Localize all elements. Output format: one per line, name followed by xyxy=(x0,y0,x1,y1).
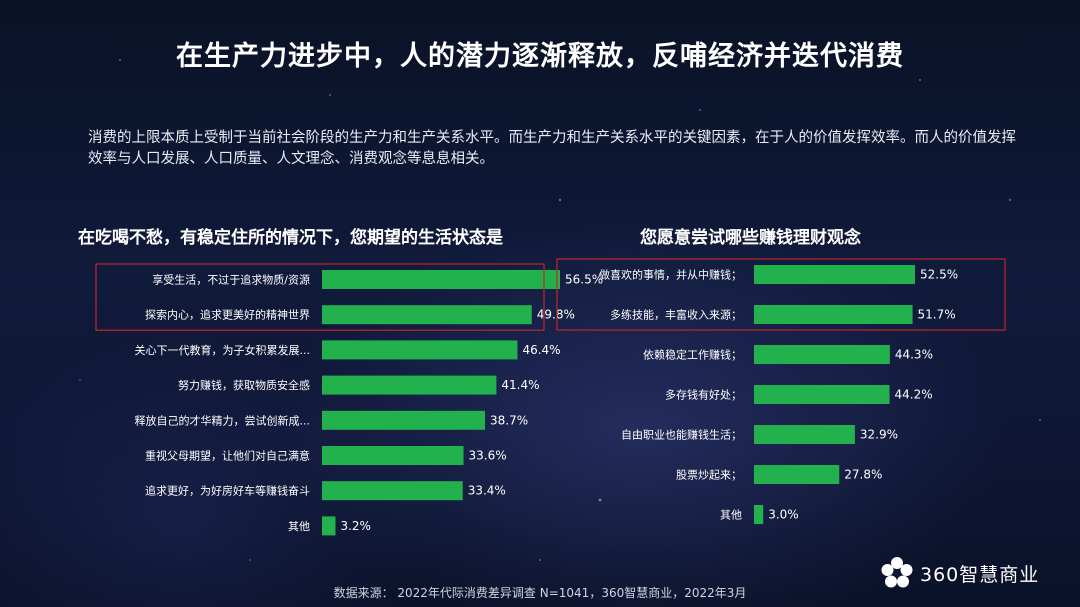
data-source-footer: 数据来源： 2022年代际消费差异调查 N=1041，360智慧商业，2022年… xyxy=(333,586,747,600)
highlight-box xyxy=(556,258,1006,331)
category-label: 其他 xyxy=(288,520,310,533)
page-title: 在生产力进步中，人的潜力逐渐释放，反哺经济并迭代消费 xyxy=(176,41,904,72)
bar xyxy=(322,375,497,395)
bar xyxy=(754,465,840,484)
bar xyxy=(322,270,560,289)
category-label: 关心下一代教育，为子女积累发展... xyxy=(135,343,311,357)
bar xyxy=(322,481,463,501)
category-label: 释放自己的才华精力，尝试创新成... xyxy=(135,413,311,427)
data-label: 51.7% xyxy=(918,308,956,322)
highlight-box xyxy=(95,263,545,331)
bar xyxy=(754,385,890,404)
category-label: 自由职业也能赚钱生活； xyxy=(621,428,742,442)
data-label: 44.3% xyxy=(895,348,933,362)
bar xyxy=(754,345,890,364)
category-label: 努力赚钱，获取物质安全感 xyxy=(178,378,310,392)
category-label: 做喜欢的事情，并从中赚钱； xyxy=(599,268,742,282)
data-label: 3.0% xyxy=(768,508,799,522)
bar xyxy=(322,446,464,465)
left-chart-title: 在吃喝不愁，有稳定住所的情况下，您期望的生活状态是 xyxy=(78,228,503,248)
category-label: 追求更好，为好房好车等赚钱奋斗 xyxy=(145,484,310,498)
data-label: 46.4% xyxy=(522,343,560,357)
data-label: 33.6% xyxy=(469,449,507,463)
data-label: 41.4% xyxy=(501,378,539,392)
brand-logo: 360智慧商业 xyxy=(880,553,1060,593)
bar xyxy=(754,425,855,444)
data-label: 49.8% xyxy=(537,308,575,322)
data-label: 32.9% xyxy=(860,428,898,442)
category-label: 多存钱有好处； xyxy=(665,388,742,402)
data-label: 27.8% xyxy=(844,468,882,482)
category-label: 多练技能，丰富收入来源； xyxy=(610,308,742,322)
bar xyxy=(322,305,532,325)
category-label: 重视父母期望，让他们对自己满意 xyxy=(145,449,310,463)
category-label: 股票炒起来； xyxy=(676,469,742,482)
category-label: 依赖稳定工作赚钱； xyxy=(643,348,742,362)
bar xyxy=(754,265,915,284)
intro-paragraph: 消费的上限本质上受制于当前社会阶段的生产力和生产关系水平。而生产力和生产关系水平… xyxy=(88,130,1016,167)
data-label: 38.7% xyxy=(490,413,528,427)
brand-logo-text: 360智慧商业 xyxy=(920,563,1040,586)
flower-icon xyxy=(881,557,913,588)
bar xyxy=(754,305,913,324)
data-label: 3.2% xyxy=(340,519,371,533)
right-chart-title: 您愿意尝试哪些赚钱理财观念 xyxy=(640,228,861,248)
category-label: 其他 xyxy=(720,509,742,522)
bar xyxy=(322,340,518,360)
category-label: 享受生活，不过于追求物质/资源 xyxy=(152,273,310,287)
data-label: 44.2% xyxy=(895,388,933,402)
bar-chart-right: 做喜欢的事情，并从中赚钱； 52.5% 多练技能，丰富收入来源； 51.7% 依赖稳定工… xyxy=(556,258,1006,524)
data-label: 33.4% xyxy=(468,484,506,498)
bar-chart-left: 享受生活，不过于追求物质/资源 56.5% 探索内心，追求更美好的精神世界 49.8%… xyxy=(95,263,603,536)
data-label: 52.5% xyxy=(920,268,958,282)
bar xyxy=(322,410,486,430)
category-label: 探索内心，追求更美好的精神世界 xyxy=(145,308,310,322)
bar xyxy=(322,516,336,536)
data-label: 56.5% xyxy=(565,273,603,287)
bar xyxy=(754,505,764,524)
